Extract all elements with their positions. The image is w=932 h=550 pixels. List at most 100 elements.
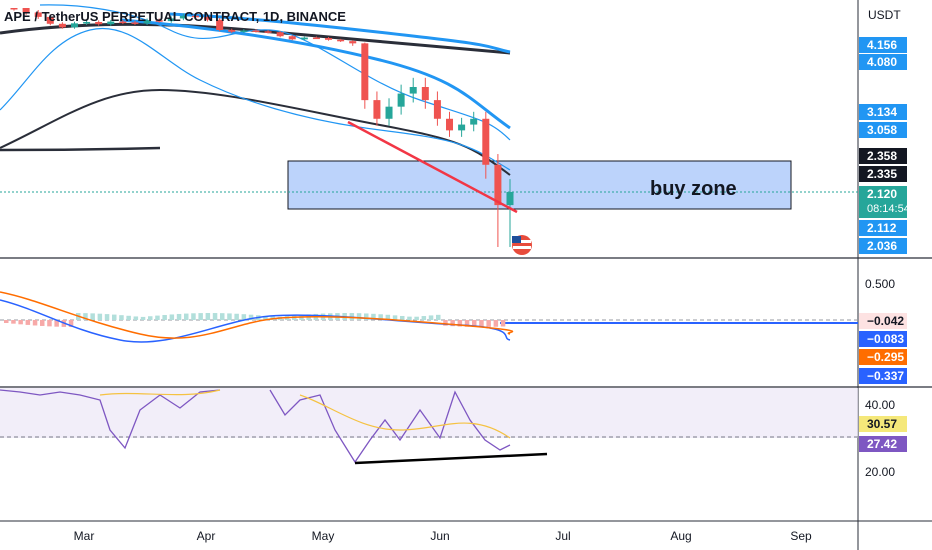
macd-hist-bar xyxy=(479,320,484,327)
macd-hist-bar xyxy=(176,313,182,320)
chart-title: APE / TetherUS PERPETUAL CONTRACT, 1D, B… xyxy=(4,9,346,24)
countdown-label: 08:14:54 xyxy=(867,203,910,215)
x-tick-label: Mar xyxy=(74,529,95,543)
macd-hist-bar xyxy=(500,320,506,327)
price-badge-value: −0.295 xyxy=(867,350,905,364)
price-badge-value: 3.134 xyxy=(867,105,898,119)
candle-body xyxy=(119,21,127,24)
ma-blue-top xyxy=(169,12,511,54)
price-badge: 2.120 08:14:54 xyxy=(859,186,910,218)
price-badge: 3.134 xyxy=(859,104,907,120)
macd-hist-bar xyxy=(162,314,167,320)
candle-body xyxy=(95,22,103,25)
macd-hist-bar xyxy=(212,313,218,320)
macd-hist-bar xyxy=(90,313,95,320)
candle-body xyxy=(167,18,175,22)
macd-hist-bar xyxy=(169,314,175,320)
macd-hist-bar xyxy=(184,313,189,320)
candle-body xyxy=(494,164,502,206)
macd-hist-bar xyxy=(472,320,477,327)
macd-hist-bar xyxy=(54,320,59,327)
candle-body xyxy=(325,38,333,40)
candle-body xyxy=(433,100,441,119)
macd-hist-bar xyxy=(428,315,434,320)
macd-hist-bar xyxy=(104,314,110,320)
buy-zone-rect xyxy=(287,160,792,210)
candle-body xyxy=(46,16,54,24)
macd-hist-bar xyxy=(241,314,247,320)
ma-low-dark xyxy=(0,146,161,152)
candle-body xyxy=(446,118,454,131)
macd-hist-bar xyxy=(191,313,196,320)
price-badge-value: 2.036 xyxy=(867,239,898,253)
bb-upper xyxy=(39,4,511,141)
macd-hist-bar xyxy=(436,314,441,320)
candle-body xyxy=(70,23,78,28)
price-badge: 2.036 xyxy=(859,238,907,254)
us-flag-icon-canton xyxy=(512,236,521,243)
price-badge-value: 3.058 xyxy=(867,123,898,137)
macd-hist-bar xyxy=(126,315,131,320)
candle-body xyxy=(216,19,224,31)
macd-hist-bar xyxy=(112,314,117,320)
candle-body xyxy=(385,106,393,119)
price-badge: 30.57 xyxy=(859,416,907,432)
candle-body xyxy=(155,20,163,22)
price-badge-value: 27.42 xyxy=(867,437,898,451)
candle-body xyxy=(470,118,478,125)
candle-body xyxy=(373,100,381,119)
candle-body xyxy=(58,23,66,28)
candle-body xyxy=(179,15,187,19)
rsi-trendline xyxy=(354,452,548,465)
macd-hist-bar xyxy=(119,315,124,320)
candle-body xyxy=(240,30,248,32)
macd-hist-bar xyxy=(148,316,153,320)
candle-body xyxy=(421,87,429,101)
macd-hist-bar xyxy=(32,320,38,326)
us-flag-icon-stripe xyxy=(513,246,531,249)
macd-hist-bar xyxy=(40,320,45,326)
macd-hist-bar xyxy=(4,320,9,323)
x-tick-label: Jun xyxy=(430,529,449,543)
candle-body xyxy=(349,41,357,44)
macd-hist-bar xyxy=(133,316,139,320)
macd-hist-bar xyxy=(443,320,448,326)
candle-body xyxy=(252,30,260,32)
candle-body xyxy=(264,31,272,33)
price-badge-value: 4.156 xyxy=(867,38,898,52)
price-badge: 2.358 xyxy=(859,148,907,164)
macd-hist-bar xyxy=(140,316,146,320)
macd-hist-bar xyxy=(47,320,52,327)
us-flag-icon-stripe xyxy=(513,240,531,243)
macd-hist-bar xyxy=(407,316,412,320)
price-badge: −0.042 xyxy=(859,313,907,329)
x-tick-label: Apr xyxy=(197,529,216,543)
macd-hist-bar xyxy=(450,320,455,327)
candle-body xyxy=(204,16,212,20)
rsi-y-tick: 20.00 xyxy=(865,465,895,479)
price-badge-value: 2.358 xyxy=(867,149,898,163)
macd-line xyxy=(0,299,511,343)
candle-body xyxy=(506,192,514,206)
candle-body xyxy=(409,87,417,94)
x-tick-label: Jul xyxy=(555,529,570,543)
macd-hist-bar xyxy=(83,313,88,320)
price-badge: 4.080 xyxy=(859,54,907,70)
candle-body xyxy=(288,36,296,40)
macd-y-tick: 0.500 xyxy=(865,277,895,291)
candle-body xyxy=(191,15,199,18)
price-badge: 4.156 xyxy=(859,37,907,53)
macd-hist-bar xyxy=(248,314,254,320)
macd-hist-bar xyxy=(371,313,376,320)
price-badge-value: −0.337 xyxy=(867,369,905,383)
price-badge: 27.42 xyxy=(859,436,907,452)
price-badge: 2.112 xyxy=(859,220,907,236)
macd-hist-bar xyxy=(68,320,74,327)
price-badge-value: 4.080 xyxy=(867,55,898,69)
macd-hist-bar xyxy=(392,315,398,320)
candle-body xyxy=(361,43,369,101)
price-badge-value: 2.112 xyxy=(867,221,897,235)
candle-body xyxy=(300,37,308,40)
macd-hist-bar xyxy=(385,314,391,320)
